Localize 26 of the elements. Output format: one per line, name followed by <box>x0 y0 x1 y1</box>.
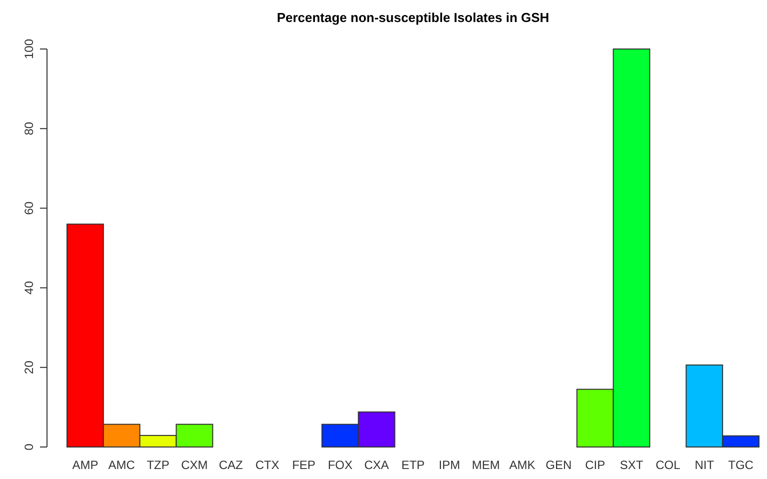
y-tick-label: 80 <box>22 122 36 136</box>
x-tick-label: IPM <box>438 458 460 472</box>
x-tick-label: CXM <box>181 458 208 472</box>
x-tick-label: CAZ <box>218 458 243 472</box>
x-tick-label: CIP <box>585 458 606 472</box>
chart-title: Percentage non-susceptible Isolates in GSH <box>276 10 550 25</box>
x-tick-label: FEP <box>292 458 316 472</box>
x-tick-label: ETP <box>401 458 425 472</box>
y-tick-label: 60 <box>22 201 36 215</box>
x-tick-label: TGC <box>728 458 754 472</box>
x-tick-label: NIT <box>694 458 715 472</box>
x-tick-label: GEN <box>546 458 572 472</box>
y-tick-label: 20 <box>22 360 36 374</box>
x-tick-label: AMP <box>72 458 98 472</box>
x-tick-label: FOX <box>328 458 352 472</box>
x-tick-label: TZP <box>146 458 170 472</box>
x-tick-label: MEM <box>472 458 500 472</box>
y-tick-label: 40 <box>22 280 36 294</box>
x-tick-label: AMK <box>509 458 536 472</box>
x-tick-label: SXT <box>620 458 644 472</box>
x-tick-label: AMC <box>108 458 136 472</box>
y-tick-label: 0 <box>22 443 36 450</box>
x-tick-label: CTX <box>255 458 280 472</box>
x-tick-label: COL <box>656 458 681 472</box>
y-tick-label: 100 <box>22 38 36 60</box>
x-tick-label: CXA <box>364 458 389 472</box>
